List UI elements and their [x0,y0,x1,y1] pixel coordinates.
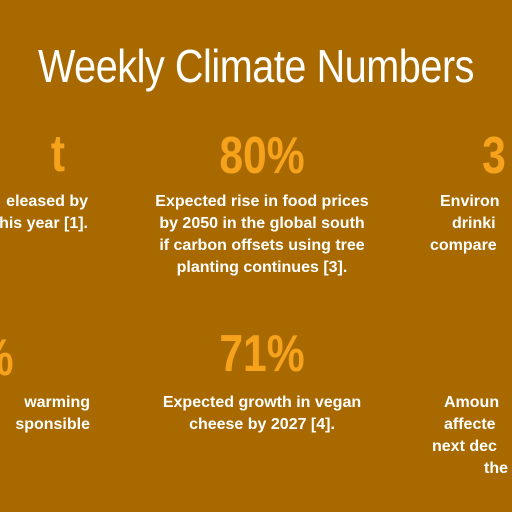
stat-value: t [50,125,66,183]
stat-description-line: the [484,460,508,477]
stat-description: Amoun affecte next dec the [432,392,512,480]
stat-center-bottom: 71% Expected growth in vegan cheese by 2… [132,0,392,460]
stat-description-line: cheese by 2027 [4]. [189,416,335,433]
stat-description-line: if carbon offsets using tree [159,237,365,254]
stat-description-line: drinki [452,215,496,232]
stat-description-line: by 2050 in the global south [159,215,365,232]
stat-value: 3 [482,127,506,185]
stat-description-line: Amoun [444,394,500,411]
stat-description-line: next dec [432,438,497,455]
stat-right-top: 3 Environ drinki compare [420,0,512,260]
stat-description: warming sponsible [15,392,90,436]
stat-description-line: affecte [444,416,496,433]
stat-description-line: Environ [440,193,500,210]
stat-description-line: compare [430,237,497,254]
stat-description-line: warming [24,394,90,411]
stat-description-line: Expected growth in vegan [162,394,362,411]
stat-left-top: t eleased by this year [1]. [0,0,100,260]
stat-description-line: this year [1]. [0,215,88,232]
stat-description-line: planting continues [3]. [176,259,348,276]
stat-description: Environ drinki compare [430,191,512,257]
stat-description-line: sponsible [15,416,90,433]
stat-description: eleased by this year [1]. [0,191,88,235]
stat-left-bottom: % warming sponsible [0,0,100,460]
stat-description: Expected growth in vegan cheese by 2027 … [132,392,392,436]
stat-value: % [0,332,14,384]
stat-description: Expected rise in food prices by 2050 in … [132,191,392,279]
stat-value: 71% [219,325,305,383]
page-title: Weekly Climate Numbers [37,40,475,92]
stat-description-line: Expected rise in food prices [155,193,369,210]
stat-value: 80% [219,127,305,185]
stat-center-top: 80% Expected rise in food prices by 2050… [132,0,392,300]
stat-description-line: eleased by [6,193,88,210]
stat-right-bottom: Amoun affecte next dec the [420,0,512,512]
